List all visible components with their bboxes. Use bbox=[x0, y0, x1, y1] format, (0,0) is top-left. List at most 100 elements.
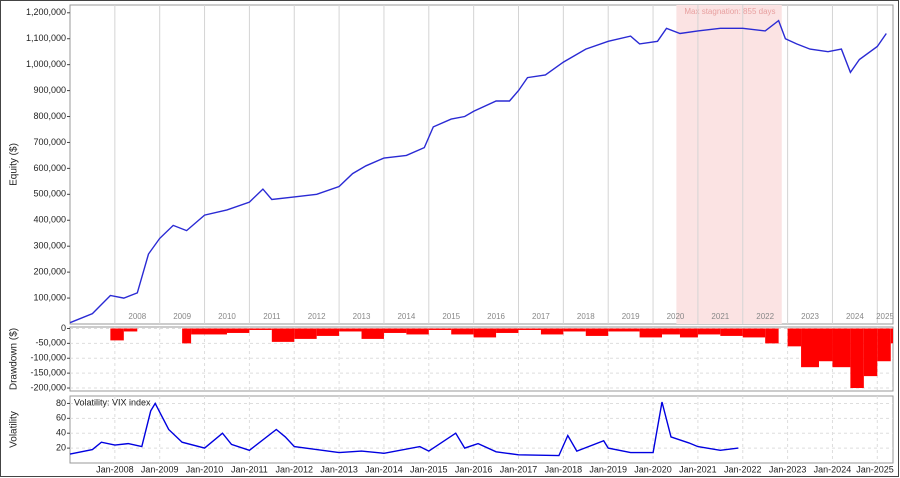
x-tick-label: Jan-2016 bbox=[455, 464, 493, 474]
x-tick-label: Jan-2019 bbox=[589, 464, 627, 474]
annotation-label: Max stagnation: 855 days bbox=[684, 7, 775, 16]
x-tick-label: Jan-2020 bbox=[634, 464, 672, 474]
period-label: 2009 bbox=[173, 312, 191, 321]
period-label: 2016 bbox=[487, 312, 505, 321]
drawdown-bar bbox=[863, 328, 878, 377]
drawdown-bar bbox=[383, 328, 407, 333]
drawdown-bar bbox=[742, 328, 766, 338]
period-label: 2020 bbox=[667, 312, 685, 321]
drawdown-bar bbox=[585, 328, 609, 336]
panel bbox=[69, 395, 894, 464]
drawdown-bar bbox=[540, 328, 564, 335]
x-tick-label: Jan-2012 bbox=[275, 464, 313, 474]
x-tick-label: Jan-2021 bbox=[679, 464, 717, 474]
stagnation-span bbox=[676, 5, 782, 324]
drawdown-bar bbox=[639, 328, 663, 338]
drawdown-bar bbox=[818, 328, 833, 362]
x-tick-label: Jan-2018 bbox=[545, 464, 583, 474]
drawdown-bar bbox=[720, 328, 743, 336]
y-axis-label: Equity ($) bbox=[9, 143, 20, 186]
y-axis-label: Volatility bbox=[9, 411, 20, 448]
drawdown-bar bbox=[428, 328, 452, 330]
drawdown-bar bbox=[496, 328, 519, 333]
drawdown-bar bbox=[662, 328, 680, 335]
period-label: 2010 bbox=[218, 312, 236, 321]
x-tick-label: Jan-2015 bbox=[410, 464, 448, 474]
drawdown-bar bbox=[316, 328, 340, 336]
y-tick-label: 1,100,000 bbox=[26, 33, 66, 43]
y-tick-label: 80 bbox=[56, 398, 66, 408]
panel-title: Volatility: VIX index bbox=[74, 397, 151, 407]
drawdown-bar bbox=[563, 328, 586, 332]
period-label: 2012 bbox=[308, 312, 326, 321]
drawdown-bar bbox=[271, 328, 295, 342]
y-tick-label: 300,000 bbox=[33, 241, 66, 251]
drawdown-bar bbox=[679, 328, 698, 338]
period-label: 2023 bbox=[801, 312, 819, 321]
y-axis-label: Drawdown ($) bbox=[9, 328, 20, 390]
y-tick-label: -100,000 bbox=[30, 353, 66, 363]
drawdown-bar bbox=[361, 328, 384, 339]
y-tick-label: 100,000 bbox=[33, 292, 66, 302]
x-tick-label: Jan-2023 bbox=[769, 464, 807, 474]
drawdown-bar bbox=[697, 328, 721, 335]
x-tick-label: Jan-2014 bbox=[365, 464, 403, 474]
y-tick-label: 400,000 bbox=[33, 215, 66, 225]
x-tick-label: Jan-2013 bbox=[320, 464, 358, 474]
period-label: 2013 bbox=[353, 312, 371, 321]
period-label: 2022 bbox=[756, 312, 774, 321]
drawdown-bar bbox=[339, 328, 362, 332]
period-label: 2019 bbox=[622, 312, 640, 321]
drawdown-bar bbox=[110, 328, 124, 341]
x-tick-label: Jan-2017 bbox=[500, 464, 538, 474]
period-label: 2015 bbox=[442, 312, 460, 321]
y-tick-label: 1,200,000 bbox=[26, 7, 66, 17]
drawdown-bar bbox=[451, 328, 474, 335]
drawdown-bar bbox=[787, 328, 802, 347]
y-tick-label: 900,000 bbox=[33, 85, 66, 95]
period-label: 2017 bbox=[532, 312, 550, 321]
period-label: 2011 bbox=[263, 312, 281, 321]
drawdown-bar bbox=[294, 328, 317, 339]
drawdown-bar bbox=[191, 328, 227, 335]
y-tick-label: 200,000 bbox=[33, 267, 66, 277]
drawdown-bar bbox=[123, 328, 138, 332]
y-tick-label: -200,000 bbox=[30, 382, 66, 392]
x-tick-label: Jan-2009 bbox=[141, 464, 179, 474]
x-tick-label: Jan-2008 bbox=[96, 464, 134, 474]
y-tick-label: 600,000 bbox=[33, 163, 66, 173]
drawdown-bar bbox=[801, 328, 819, 368]
y-tick-label: 700,000 bbox=[33, 137, 66, 147]
drawdown-bar bbox=[226, 328, 250, 333]
drawdown-bar bbox=[877, 328, 891, 362]
period-label: 2018 bbox=[577, 312, 595, 321]
y-tick-label: 20 bbox=[56, 442, 66, 452]
drawdown-bar bbox=[249, 328, 272, 330]
period-label: 2014 bbox=[397, 312, 415, 321]
drawdown-bar bbox=[473, 328, 497, 338]
x-tick-label: Jan-2022 bbox=[724, 464, 762, 474]
y-tick-label: 0 bbox=[61, 323, 66, 333]
y-tick-label: 60 bbox=[56, 413, 66, 423]
drawdown-bar bbox=[182, 328, 192, 344]
x-tick-label: Jan-2025 bbox=[856, 464, 894, 474]
drawdown-bar bbox=[518, 328, 541, 330]
x-tick-label: Jan-2011 bbox=[231, 464, 268, 474]
drawdown-bar bbox=[832, 328, 851, 368]
period-label: 2008 bbox=[128, 312, 146, 321]
period-label: 2021 bbox=[711, 312, 729, 321]
drawdown-bar bbox=[765, 328, 779, 344]
panel bbox=[69, 326, 894, 392]
drawdown-bar bbox=[890, 328, 893, 344]
y-tick-label: -50,000 bbox=[35, 338, 66, 348]
x-tick-label: Jan-2024 bbox=[814, 464, 852, 474]
y-tick-label: -150,000 bbox=[30, 368, 66, 378]
line bbox=[69, 19, 887, 324]
y-tick-label: 1,000,000 bbox=[26, 59, 66, 69]
y-tick-label: 800,000 bbox=[33, 111, 66, 121]
line bbox=[69, 401, 739, 457]
x-tick-label: Jan-2010 bbox=[186, 464, 224, 474]
drawdown-bar bbox=[850, 328, 864, 389]
y-tick-label: 500,000 bbox=[33, 189, 66, 199]
